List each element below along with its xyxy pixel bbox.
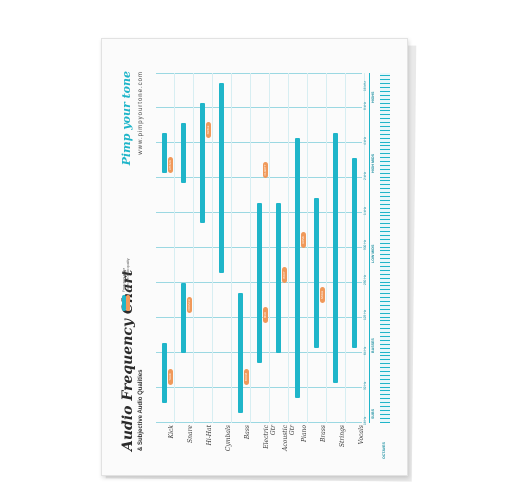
- octave-keys: [380, 213, 390, 248]
- freq-tick: 250 Hz: [363, 274, 367, 285]
- instrument-label: Cymbals: [225, 425, 232, 452]
- freq-tick: 500 Hz: [363, 239, 367, 250]
- instrument-label: Vocals: [358, 425, 365, 445]
- range-bar: [200, 103, 205, 223]
- octave-keys: [380, 248, 390, 283]
- gridline: [156, 107, 362, 108]
- octave-keys: [380, 73, 390, 108]
- legend-orange-swatch: [126, 295, 131, 311]
- octave-keys: [380, 283, 390, 318]
- band-label: LOW MIDS: [371, 244, 375, 263]
- instrument-label: Acoustic Gtr: [282, 425, 296, 451]
- range-bar: [238, 293, 243, 413]
- instrument-label: Electric Gtr: [263, 425, 277, 449]
- range-bar: [219, 83, 224, 273]
- quality-pill: ATTACK: [168, 157, 173, 173]
- quality-pill: BOOM: [244, 369, 249, 385]
- row-divider: [269, 73, 270, 423]
- octave-keys: [380, 143, 390, 178]
- freq-tick: 64 Hz: [363, 346, 367, 355]
- range-bar: [162, 133, 167, 173]
- gridline: [156, 177, 362, 178]
- octave-keys: [380, 178, 390, 213]
- freq-tick: 1 kHz: [363, 206, 367, 215]
- piano-keyboard: [380, 73, 390, 423]
- freq-tick: 16 Hz: [363, 416, 367, 425]
- gridline: [156, 387, 362, 388]
- row-divider: [231, 73, 232, 423]
- printed-sheet: Audio Frequency Chart & Subjective Audio…: [101, 38, 408, 476]
- quality-pill: MUD: [263, 307, 268, 323]
- quality-pill: THUD: [168, 369, 173, 385]
- instrument-label: Strings: [339, 425, 346, 448]
- quality-pill: NASAL: [320, 287, 325, 303]
- row-divider: [212, 73, 213, 423]
- freq-tick: 125 Hz: [363, 309, 367, 320]
- quality-pill: CLARITY: [263, 162, 268, 178]
- range-bar: [295, 138, 300, 398]
- row-divider: [250, 73, 251, 423]
- range-bar: [352, 158, 357, 348]
- octaves-label: OCTAVES: [382, 442, 386, 459]
- gridline: [156, 142, 362, 143]
- instrument-label: Piano: [301, 425, 308, 443]
- quality-pill: SIZZLE: [206, 122, 211, 138]
- legend: Frequency range Subjective audio quality: [122, 201, 131, 311]
- octave-keys: [380, 108, 390, 143]
- range-bar: [257, 203, 262, 363]
- instrument-label: Bass: [244, 425, 251, 440]
- row-divider: [174, 73, 175, 423]
- freq-tick: 16 kHz: [363, 81, 367, 91]
- instrument-label: Brass: [320, 425, 327, 443]
- freq-tick: 4 kHz: [363, 136, 367, 145]
- gridline: [156, 422, 362, 423]
- octave-keys: [380, 388, 390, 423]
- chart-subtitle: & Subjective Audio Qualities: [138, 369, 144, 451]
- gridline: [156, 73, 362, 74]
- brand-url: www.pimpyourtone.com: [138, 71, 144, 155]
- quality-pill: BOXY: [282, 267, 287, 283]
- freq-tick: 2 kHz: [363, 171, 367, 180]
- band-axis: [369, 73, 370, 423]
- frequency-chart: Audio Frequency Chart & Subjective Audio…: [114, 65, 400, 461]
- octave-keys: [380, 318, 390, 353]
- band-label: BASSES: [371, 338, 375, 353]
- freq-tick: 32 Hz: [363, 381, 367, 390]
- range-bar: [276, 203, 281, 353]
- freq-tick: 8 kHz: [363, 101, 367, 110]
- quality-pill: HONK: [301, 232, 306, 248]
- band-label: HIGH MIDS: [371, 154, 375, 173]
- range-bar: [181, 283, 186, 353]
- instrument-label: Kick: [168, 425, 175, 439]
- row-divider: [193, 73, 194, 423]
- legend-quality: Subjective audio quality: [126, 201, 131, 311]
- range-bar: [314, 198, 319, 348]
- row-divider: [326, 73, 327, 423]
- row-divider: [307, 73, 308, 423]
- brand-logo: Pimp your tone: [120, 71, 133, 166]
- band-label: HIGHS: [371, 91, 375, 103]
- octave-keys: [380, 353, 390, 388]
- row-divider: [345, 73, 346, 423]
- band-label: SUBS: [371, 409, 375, 419]
- instrument-label: Hi-Hat: [206, 425, 213, 446]
- quality-pill: CRUNCH: [187, 297, 192, 313]
- range-bar: [181, 123, 186, 183]
- row-divider: [288, 73, 289, 423]
- range-bar: [162, 343, 167, 403]
- instrument-label: Snare: [187, 425, 194, 443]
- range-bar: [333, 133, 338, 383]
- chart-grid: Kick Snare Hi-Hat Cymbals Bass Electric …: [156, 73, 392, 459]
